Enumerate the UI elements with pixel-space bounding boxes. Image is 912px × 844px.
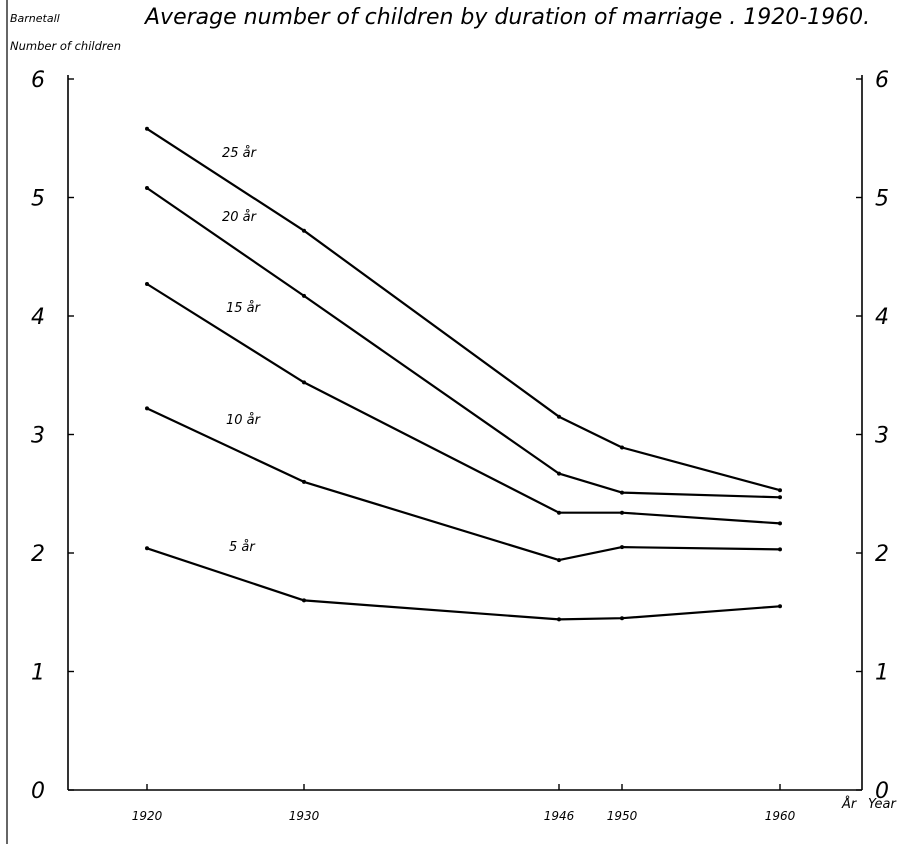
series-line	[145, 282, 782, 525]
x-axis-label-english: Year	[868, 797, 897, 812]
x-axis-label-norwegian: År	[841, 796, 858, 812]
y-tick-label-left: 3	[31, 424, 45, 449]
y-tick-label-left: 2	[31, 542, 45, 567]
series-line	[145, 407, 782, 562]
data-point	[302, 598, 306, 603]
data-point	[302, 228, 306, 233]
series-label: 5 år	[229, 540, 256, 555]
data-point	[557, 617, 561, 622]
data-point	[620, 445, 624, 450]
y-tick-label-right: 2	[875, 542, 889, 567]
y-tick-label-left: 4	[31, 305, 45, 330]
data-point	[620, 616, 624, 621]
y-tick-label-right: 1	[875, 661, 889, 686]
data-point	[557, 510, 561, 515]
data-point	[778, 604, 782, 609]
y-tick-label-left: 5	[31, 187, 45, 212]
data-point	[778, 495, 782, 500]
data-point	[145, 546, 149, 551]
data-point	[145, 282, 149, 286]
x-tick-label: 1920	[132, 809, 163, 823]
data-point	[302, 380, 306, 385]
series-label: 20 år	[222, 210, 258, 225]
data-point	[778, 521, 782, 526]
data-point	[302, 479, 306, 484]
data-point	[557, 471, 561, 476]
y-tick-label-right: 5	[875, 187, 889, 212]
series-line	[145, 547, 782, 621]
data-point	[778, 547, 782, 552]
data-point	[557, 558, 561, 563]
x-tick-label: 1960	[765, 809, 796, 823]
data-point	[620, 510, 624, 515]
series-label: 10 år	[226, 413, 262, 428]
data-point	[620, 490, 624, 495]
x-tick-label: 1950	[607, 809, 638, 823]
data-point	[145, 126, 149, 131]
data-point	[145, 406, 149, 411]
y-tick-label-left: 0	[31, 779, 45, 804]
series-label: 15 år	[226, 301, 262, 316]
y-tick-label-right: 0	[875, 779, 889, 804]
y-ticks-left: 0 1 2 3 4 5 6	[31, 68, 74, 804]
y-tick-label-right: 6	[875, 68, 889, 93]
x-tick-label: 1946	[544, 809, 575, 823]
chart-title: Average number of children by duration o…	[143, 5, 870, 30]
y-axis-label-english: Number of children	[10, 39, 121, 53]
y-axis-label-norwegian: Barnetall	[10, 12, 60, 25]
x-tick-label: 1930	[289, 809, 320, 823]
x-ticks: 1920 1930 1946 1950 1960	[132, 784, 796, 823]
y-tick-label-left: 1	[31, 661, 45, 686]
y-tick-label-right: 4	[875, 305, 889, 330]
data-point	[778, 488, 782, 493]
series-group: 25 år 20 år 15 år 10 år 5 år	[145, 126, 782, 622]
series-label: 25 år	[222, 146, 258, 161]
y-ticks-right: 0 1 2 3 4 5 6	[856, 68, 889, 804]
data-point	[557, 414, 561, 419]
y-tick-label-right: 3	[875, 424, 889, 449]
y-tick-label-left: 6	[31, 68, 45, 93]
data-point	[302, 293, 306, 298]
data-point	[620, 545, 624, 550]
data-point	[145, 186, 149, 190]
